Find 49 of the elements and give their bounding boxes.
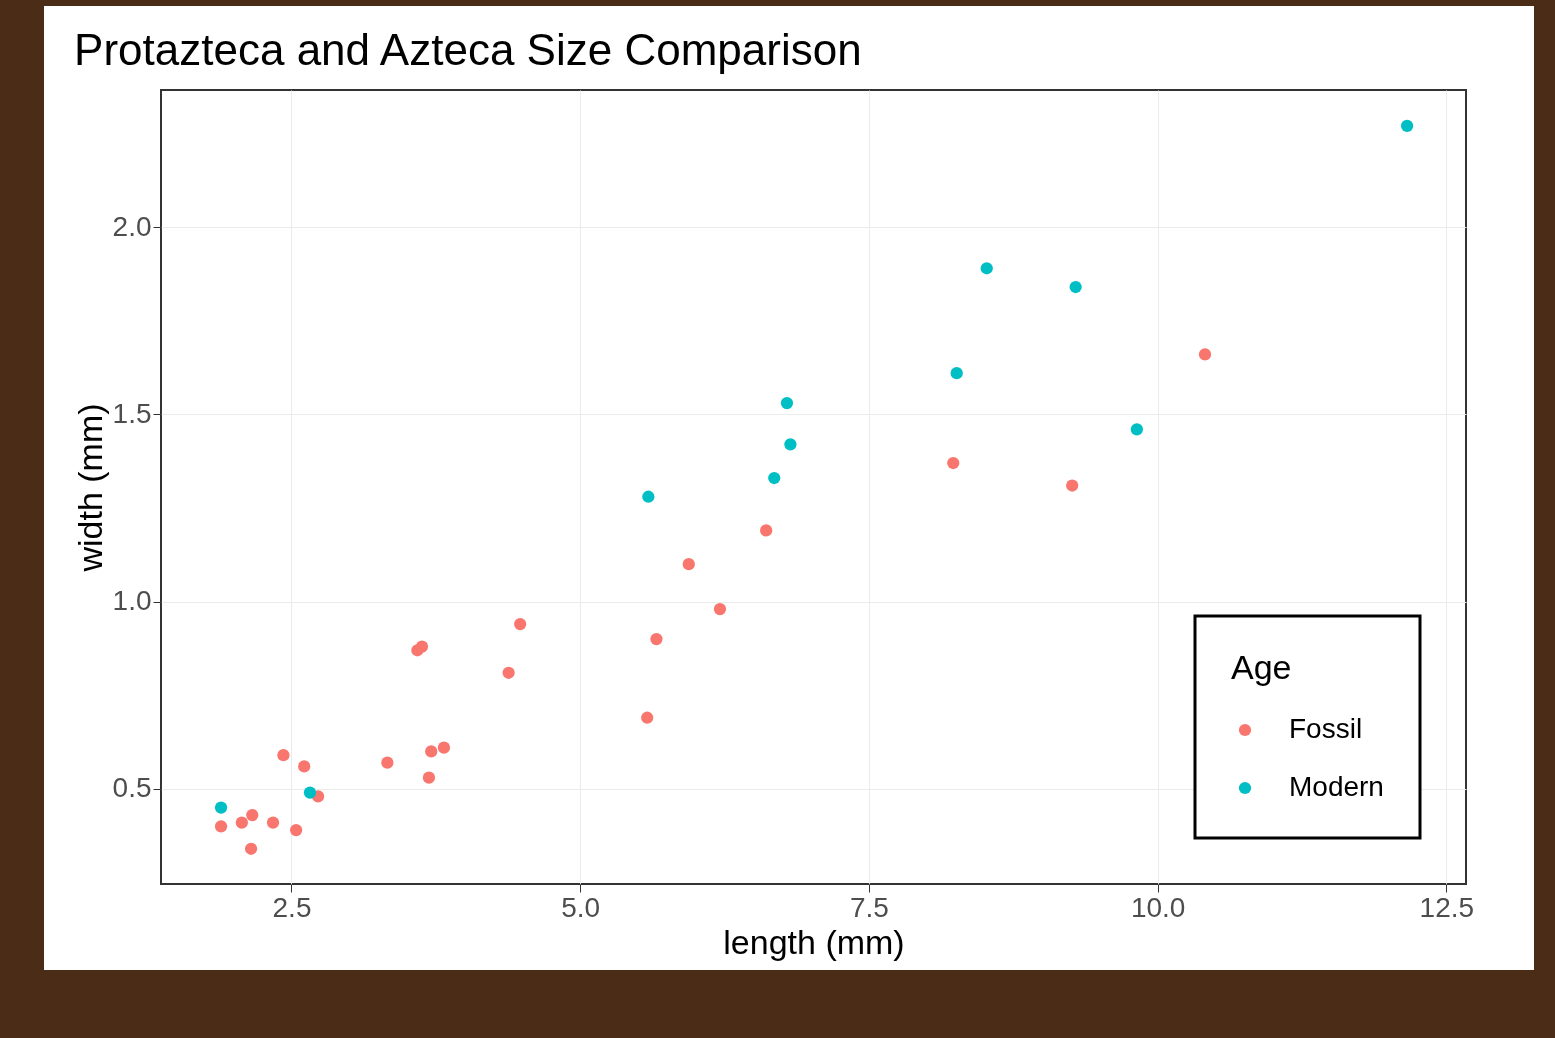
point [235,816,248,829]
point [415,640,429,653]
point [980,262,993,275]
point [298,760,311,773]
point [246,808,259,822]
point [425,745,438,758]
point [290,823,303,837]
y-tick-label: 1.0 [112,585,152,617]
point [1198,348,1212,361]
x-tick-label: 5.0 [561,891,601,923]
point [1130,423,1143,436]
point [214,801,228,814]
y-tick-label: 2.0 [112,210,152,242]
x-tick-label: 10.0 [1130,891,1186,923]
y-tick-label: 1.5 [112,397,152,429]
point [1066,479,1079,492]
point [947,456,960,470]
legend-label: Modern [1289,771,1384,802]
point [514,617,527,631]
y-tick-label: 0.5 [112,772,152,804]
point [277,749,290,762]
point [641,711,654,724]
point [214,820,228,833]
point [760,524,773,537]
point [784,438,797,451]
chart-title: Protazteca and Azteca Size Comparison [74,25,862,74]
x-tick-label: 7.5 [849,891,889,923]
point [682,558,695,571]
x-tick-label: 12.5 [1419,891,1475,923]
point [780,396,794,410]
y-axis-title: width (mm) [70,403,109,573]
point [642,490,655,503]
x-axis-title: length (mm) [723,922,905,961]
point [266,816,280,829]
point [1400,119,1414,133]
point [381,756,394,769]
legend-title: Age [1231,648,1292,686]
point [303,786,317,799]
legend-label: Fossil [1289,713,1363,744]
point [650,632,663,646]
point [422,771,436,784]
point [1069,280,1082,294]
point [244,842,258,855]
point [713,602,727,616]
point [437,741,451,754]
x-tick-label: 2.5 [272,891,312,923]
point [768,471,781,485]
point [950,367,963,380]
point [502,666,515,679]
